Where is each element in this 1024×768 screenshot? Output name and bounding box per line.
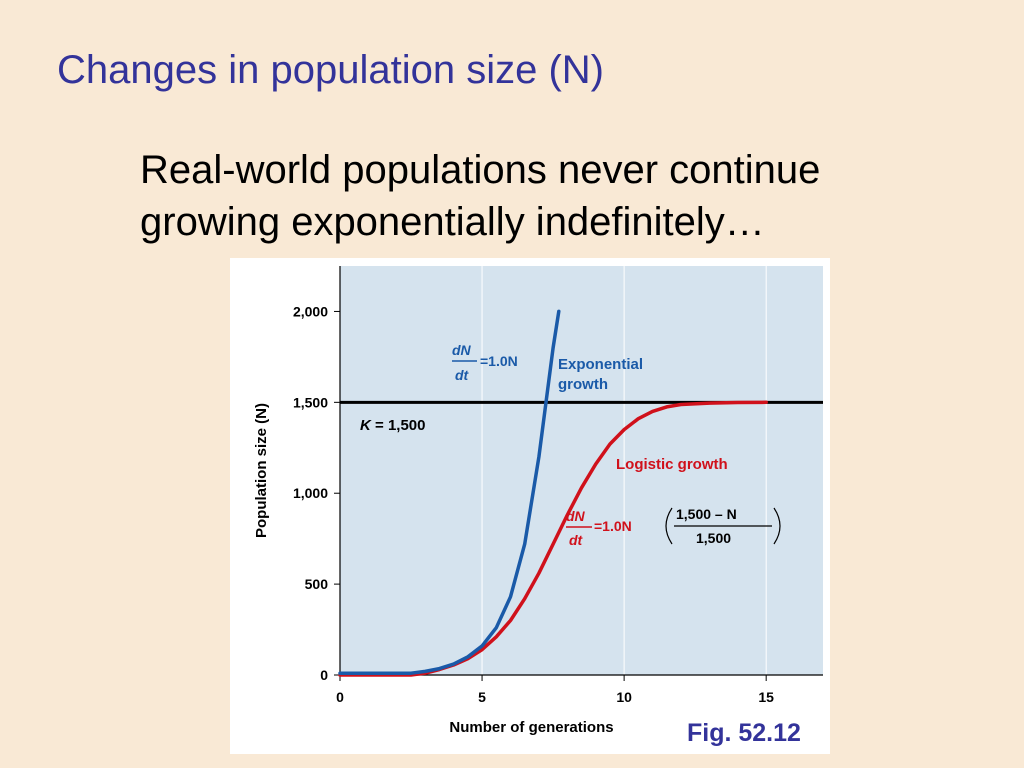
- figure-caption: Fig. 52.12: [687, 719, 801, 747]
- y-tick-label: 500: [305, 576, 329, 592]
- log-eq-frac-numerator: 1,500 – N: [676, 506, 737, 522]
- slide-title: Changes in population size (N): [57, 48, 604, 92]
- exp-eq-denominator: dt: [455, 367, 470, 383]
- carrying-capacity-label: K = 1,500: [360, 417, 425, 434]
- log-eq-denominator: dt: [569, 532, 584, 548]
- exponential-label-line2: growth: [558, 376, 608, 393]
- y-tick-label: 1,000: [293, 485, 328, 501]
- log-eq-left-paren: [665, 507, 673, 545]
- y-tick-label: 0: [320, 667, 328, 683]
- exponential-equation: dN dt =1.0N: [452, 342, 518, 383]
- exponential-label-line1: Exponential: [558, 356, 643, 373]
- x-tick-label: 0: [336, 689, 344, 705]
- log-eq-right-paren: [773, 507, 781, 545]
- y-tick-label: 1,500: [293, 394, 328, 410]
- log-eq-numerator: dN: [566, 508, 586, 524]
- log-eq-rhs: =1.0N: [594, 518, 632, 534]
- carrying-capacity-value: = 1,500: [371, 417, 426, 434]
- plot-area: [340, 266, 823, 675]
- x-axis-title: Number of generations: [449, 719, 613, 736]
- logistic-equation: dN dt =1.0N 1,500 – N 1,500: [566, 506, 781, 548]
- x-tick-label: 10: [616, 689, 632, 705]
- exp-eq-numerator: dN: [452, 342, 472, 358]
- figure-frame: 0 500 1,000 1,500 2,000 0 5 10 15 Number of gener…: [230, 258, 830, 754]
- log-eq-frac-denominator: 1,500: [696, 530, 731, 546]
- slide-body-text: Real-world populations never continue gr…: [140, 148, 821, 244]
- exp-eq-rhs: =1.0N: [480, 353, 518, 369]
- y-axis-title: Population size (N): [253, 403, 270, 538]
- x-tick-label: 15: [758, 689, 774, 705]
- y-tick-label: 2,000: [293, 303, 328, 319]
- x-tick-label: 5: [478, 689, 486, 705]
- logistic-label: Logistic growth: [616, 456, 728, 473]
- population-growth-chart: 0 500 1,000 1,500 2,000 0 5 10 15 Number of gener…: [253, 266, 823, 736]
- exponential-growth-line: [338, 309, 561, 675]
- carrying-capacity-symbol: K: [360, 417, 372, 434]
